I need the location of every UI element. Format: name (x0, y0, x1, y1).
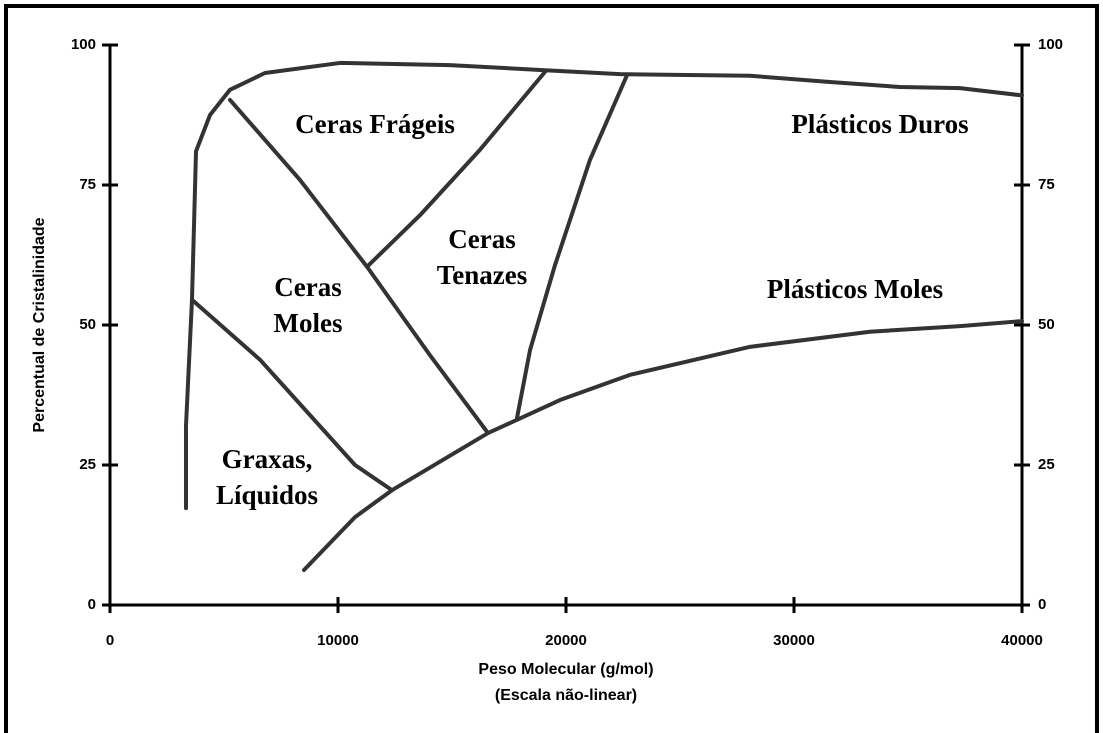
boundary-line (189, 297, 394, 493)
region-label: Moles (274, 308, 343, 338)
y-axis-label: Percentual de Cristalinidade (31, 217, 48, 432)
boundary-line (515, 73, 629, 420)
boundary-line (365, 69, 548, 269)
region-label: Ceras Frágeis (295, 109, 455, 139)
y-tick-label: 25 (79, 456, 96, 473)
x-axis-label: Peso Molecular (g/mol) (478, 661, 653, 678)
y2-tick-label: 100 (1038, 36, 1063, 53)
x-tick-label: 0 (106, 632, 114, 649)
y2-tick-label: 50 (1038, 316, 1055, 333)
region-label: Ceras (274, 272, 341, 302)
y-tick-label: 100 (71, 36, 96, 53)
frame (4, 4, 1099, 733)
y2-tick-label: 75 (1038, 176, 1055, 193)
y-tick-label: 50 (79, 316, 96, 333)
region-label: Líquidos (216, 480, 318, 510)
boundary-line (302, 319, 1024, 572)
region-label: Plásticos Moles (767, 274, 943, 304)
region-label: Tenazes (437, 260, 528, 290)
region-label: Graxas, (222, 444, 313, 474)
x-tick-label: 30000 (773, 632, 815, 649)
y2-tick-label: 0 (1038, 596, 1046, 613)
boundary-line (183, 60, 1024, 511)
x-axis-label: (Escala não-linear) (495, 687, 637, 704)
region-label: Plásticos Duros (791, 109, 968, 139)
y-tick-label: 75 (79, 176, 96, 193)
x-tick-label: 20000 (545, 632, 587, 649)
y-tick-label: 0 (88, 596, 96, 613)
y2-tick-label: 25 (1038, 456, 1055, 473)
x-tick-label: 10000 (317, 632, 359, 649)
region-label: Ceras (448, 224, 515, 254)
x-tick-label: 40000 (1001, 632, 1043, 649)
